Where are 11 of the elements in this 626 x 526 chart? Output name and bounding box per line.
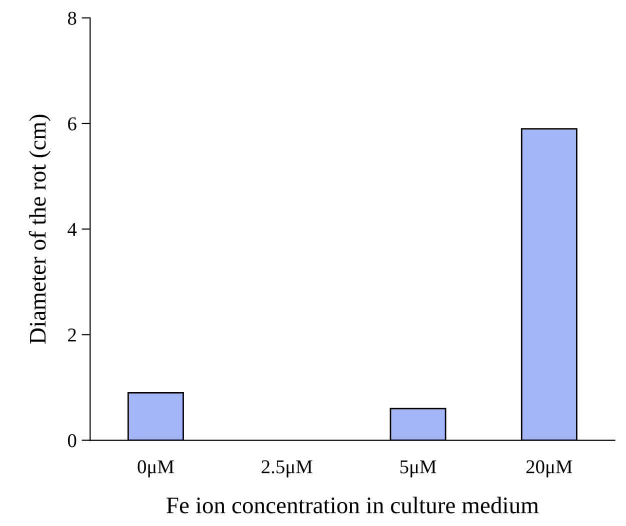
y-tick-label: 6 xyxy=(68,117,76,130)
x-tick-label: 2.5μM xyxy=(262,460,312,478)
x-tick-label: 5μM xyxy=(400,460,436,478)
y-tick-label: 2 xyxy=(68,328,76,342)
x-tick-label: 20μM xyxy=(526,460,572,478)
y-tick-label: 8 xyxy=(68,12,76,25)
y-tick-label: 4 xyxy=(68,223,77,236)
x-tick-label: 0μM xyxy=(138,460,174,478)
x-axis-title: Fe ion concentration in culture medium xyxy=(166,496,539,514)
y-axis-title: Diameter of the rot (cm) xyxy=(28,114,51,344)
y-tick-label: 0 xyxy=(68,434,76,448)
